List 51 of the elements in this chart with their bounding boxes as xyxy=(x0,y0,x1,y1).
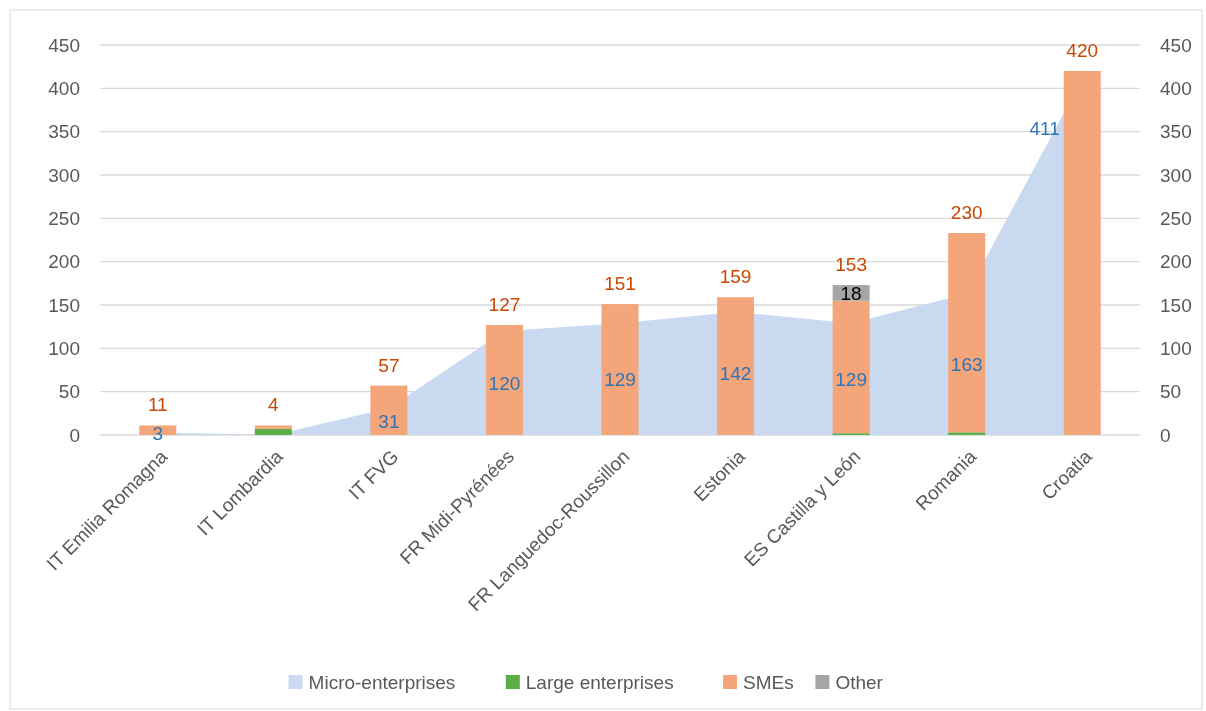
data-label: 4 xyxy=(268,394,280,416)
data-label: 153 xyxy=(835,254,867,276)
y2-tick-label: 400 xyxy=(1160,77,1192,99)
y-tick-label: 350 xyxy=(48,121,80,143)
data-label: 57 xyxy=(378,354,400,376)
data-label: 411 xyxy=(1029,118,1060,140)
y-tick-label: 50 xyxy=(58,381,80,403)
y2-tick-label: 250 xyxy=(1160,207,1192,229)
data-label: 129 xyxy=(604,368,636,390)
data-label: 230 xyxy=(950,202,983,224)
y2-tick-label: 100 xyxy=(1160,337,1192,359)
legend-label: Large enterprises xyxy=(525,671,674,693)
y2-tick-label: 450 xyxy=(1160,34,1192,56)
y2-tick-label: 200 xyxy=(1160,251,1192,273)
data-label: 159 xyxy=(719,266,752,288)
y2-tick-label: 300 xyxy=(1160,164,1192,186)
y2-tick-label: 350 xyxy=(1160,121,1192,143)
y2-tick-label: 50 xyxy=(1160,381,1182,403)
legend-label: Micro-enterprises xyxy=(308,671,456,693)
bar xyxy=(370,385,408,435)
data-label: 142 xyxy=(719,363,752,385)
bar xyxy=(717,297,755,435)
data-label: 163 xyxy=(950,354,983,376)
bar xyxy=(254,425,292,429)
y2-tick-label: 150 xyxy=(1160,294,1192,316)
y-tick-label: 150 xyxy=(48,294,80,316)
data-label: 18 xyxy=(840,282,862,304)
y-tick-label: 100 xyxy=(48,337,80,359)
legend-label: SMEs xyxy=(743,671,794,693)
data-label: 129 xyxy=(835,368,867,390)
bar xyxy=(832,300,870,434)
bar xyxy=(254,428,292,435)
y-tick-label: 250 xyxy=(48,207,80,229)
legend-label: Other xyxy=(835,671,884,693)
y-tick-label: 0 xyxy=(69,424,80,446)
bar xyxy=(601,304,639,435)
y-tick-label: 300 xyxy=(48,164,80,186)
data-label: 151 xyxy=(604,273,636,295)
bar xyxy=(485,324,523,435)
bar xyxy=(948,432,986,435)
bar xyxy=(948,233,986,433)
y-tick-label: 200 xyxy=(48,251,80,273)
data-label: 120 xyxy=(488,372,521,394)
data-label: 420 xyxy=(1066,40,1099,61)
y-tick-label: 450 xyxy=(48,34,80,56)
data-label: 11 xyxy=(147,394,168,416)
y-tick-label: 400 xyxy=(48,77,80,99)
data-label: 31 xyxy=(378,411,400,433)
bar xyxy=(1063,71,1101,435)
data-label: 127 xyxy=(488,293,521,315)
y2-tick-label: 0 xyxy=(1160,424,1171,446)
